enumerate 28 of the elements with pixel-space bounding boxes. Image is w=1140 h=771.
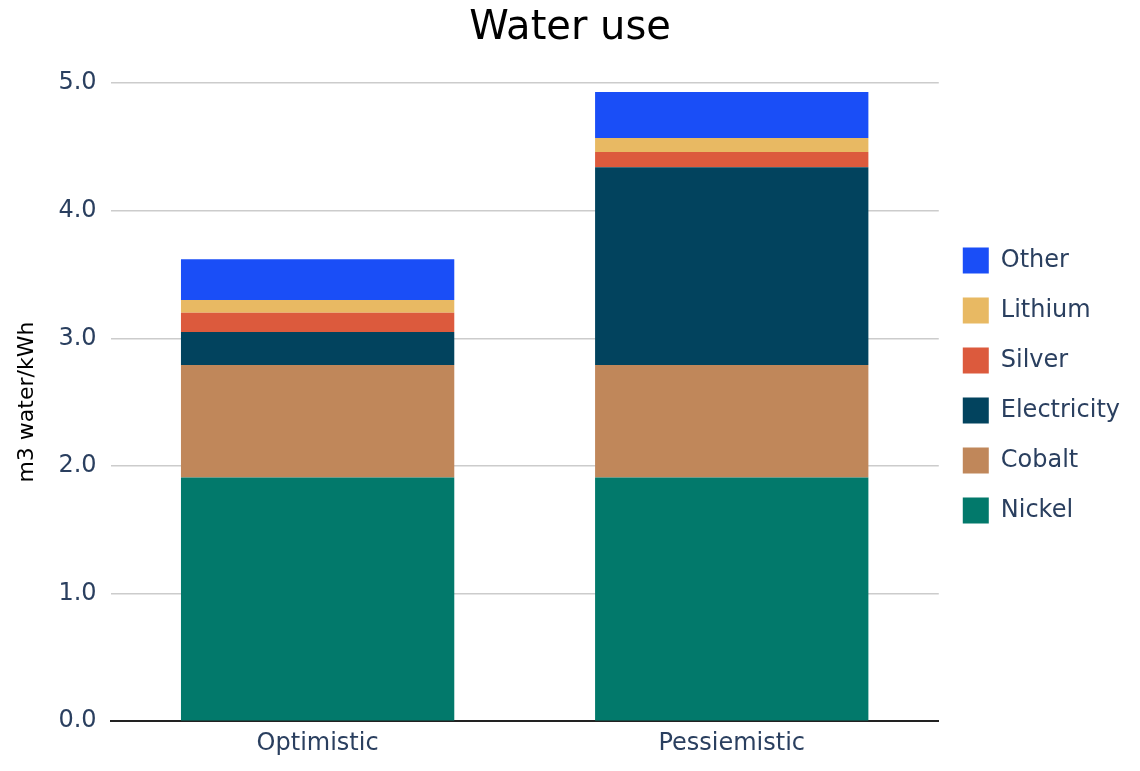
bar xyxy=(180,259,455,300)
y-tick-label: 4.0 xyxy=(58,194,97,223)
y-tick-label: 2.0 xyxy=(58,450,97,479)
bar xyxy=(180,477,455,721)
bar xyxy=(595,167,869,366)
legend-label: Lithium xyxy=(1000,294,1091,323)
legend-label: Other xyxy=(1000,244,1070,273)
bar xyxy=(595,137,869,152)
legend-label: Electricity xyxy=(1000,394,1120,423)
legend-label: Silver xyxy=(1000,344,1069,373)
y-tick-label: 0.0 xyxy=(58,705,97,734)
bar xyxy=(595,365,869,478)
bar xyxy=(180,312,455,332)
y-tick-label: 5.0 xyxy=(58,67,97,96)
bar xyxy=(595,91,869,138)
legend-label: Nickel xyxy=(1000,494,1074,523)
x-tick-label: Pessiemistic xyxy=(658,727,806,756)
bar xyxy=(180,365,455,478)
bar xyxy=(180,299,455,313)
legend-label: Cobalt xyxy=(1000,444,1079,473)
y-tick-label: 1.0 xyxy=(58,577,97,606)
y-axis-title: m3 water/kWh xyxy=(12,321,38,483)
bar xyxy=(180,331,455,366)
chart-title: Water use xyxy=(469,2,671,49)
x-tick-label: Optimistic xyxy=(256,727,379,756)
y-tick-label: 3.0 xyxy=(58,322,97,351)
bar xyxy=(595,151,869,168)
bar xyxy=(595,477,869,721)
